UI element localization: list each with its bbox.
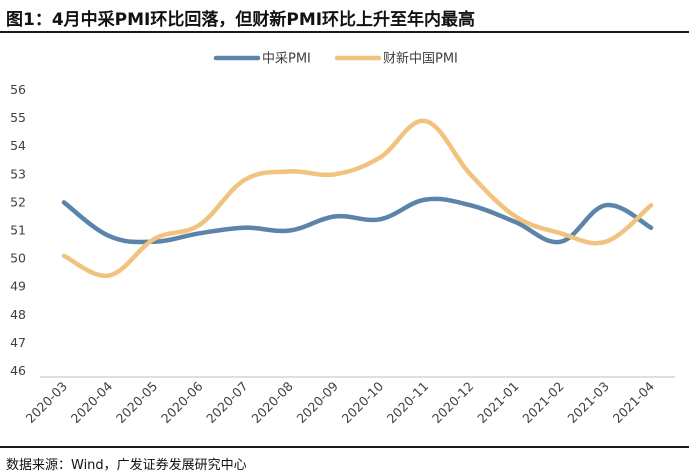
x-tick-label: 2021-04 <box>610 378 658 426</box>
y-tick-label: 56 <box>10 82 26 97</box>
y-tick-label: 55 <box>10 110 26 125</box>
y-tick-label: 48 <box>10 307 26 322</box>
x-tick-label: 2020-08 <box>248 378 296 426</box>
y-tick-label: 46 <box>10 363 26 378</box>
x-tick-label: 2020-05 <box>113 379 161 427</box>
x-tick-label: 2020-06 <box>158 378 206 426</box>
y-axis: 46 47 48 49 50 51 52 53 54 55 56 <box>10 82 26 378</box>
x-tick-label: 2021-03 <box>564 379 612 427</box>
source-note: 数据来源：Wind，广发证券发展研究中心 <box>6 458 247 473</box>
chart-title: 图1：4月中采PMI环比回落，但财新PMI环比上升至年内最高 <box>6 10 476 30</box>
y-tick-label: 47 <box>10 335 26 350</box>
y-tick-label: 50 <box>10 251 26 266</box>
bottom-rule <box>0 446 689 448</box>
series-line-caixin-official <box>61 196 654 245</box>
y-tick-label: 54 <box>10 138 26 153</box>
x-tick-label: 2020-10 <box>339 378 387 426</box>
x-tick-label: 2020-09 <box>294 378 342 426</box>
x-tick-label: 2020-07 <box>203 379 251 427</box>
y-tick-label: 49 <box>10 279 26 294</box>
x-tick-label: 2020-04 <box>68 378 116 426</box>
x-tick-label: 2020-12 <box>429 379 477 427</box>
x-tick-label: 2021-01 <box>474 379 522 427</box>
legend-label: 中采PMI <box>262 52 311 67</box>
x-tick-label: 2020-11 <box>384 379 432 427</box>
legend-label: 财新中国PMI <box>383 51 458 67</box>
legend: 中采PMI 财新中国PMI <box>213 51 458 67</box>
series-group <box>61 118 654 278</box>
x-axis: 2020-032020-042020-052020-062020-072020-… <box>23 376 675 427</box>
y-tick-label: 52 <box>10 194 26 209</box>
top-rule <box>0 31 689 33</box>
x-tick-label: 2020-03 <box>23 379 71 427</box>
x-tick-label: 2021-02 <box>519 379 567 427</box>
y-tick-label: 53 <box>10 166 26 181</box>
series-line-caixin <box>61 118 654 278</box>
y-tick-label: 51 <box>10 223 26 238</box>
